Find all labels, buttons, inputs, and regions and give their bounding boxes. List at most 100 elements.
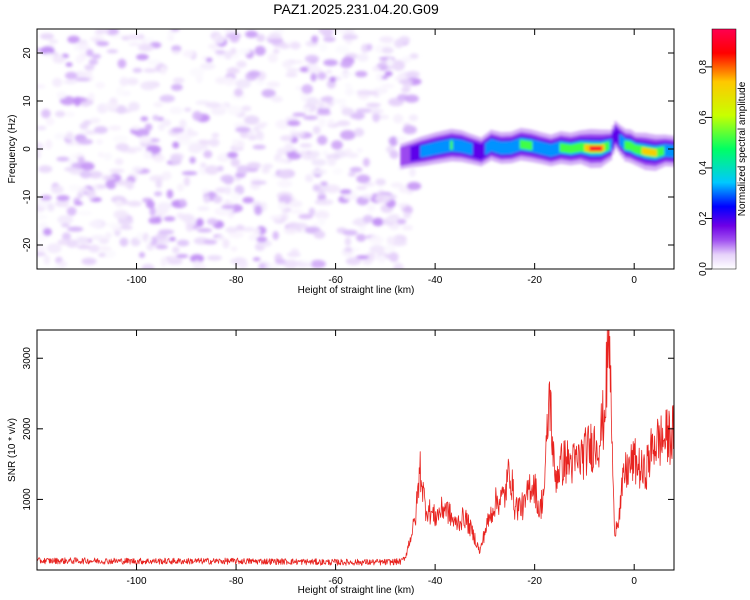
noise-blob: [77, 156, 85, 164]
noise-blob: [254, 205, 263, 216]
noise-blob: [66, 239, 79, 248]
noise-blob: [254, 45, 266, 56]
noise-blob: [65, 71, 78, 80]
signal-band: [634, 144, 637, 154]
noise-blob: [230, 47, 237, 56]
colorbar-tick-label: 0.2: [698, 211, 709, 225]
noise-blob: [236, 60, 247, 68]
noise-blob: [96, 184, 107, 189]
noise-blob: [76, 236, 90, 245]
noise-blob: [309, 62, 319, 72]
noise-blob: [288, 200, 303, 208]
noise-blob: [275, 258, 286, 265]
signal-band: [472, 141, 476, 158]
noise-blob: [236, 165, 249, 175]
noise-blob: [127, 200, 142, 207]
noise-blob: [362, 157, 370, 167]
noise-blob: [67, 35, 81, 44]
noise-blob: [95, 29, 110, 34]
spectrogram-y-tick-label: 0: [22, 146, 33, 152]
snr-y-tick-label: 1000: [22, 488, 33, 511]
noise-blob: [303, 115, 319, 121]
noise-blob: [201, 188, 210, 194]
noise-blob: [368, 235, 384, 245]
noise-blob: [252, 126, 260, 132]
signal-band: [420, 145, 423, 158]
noise-blob: [207, 255, 222, 261]
snr-x-label: Height of straight line (km): [298, 585, 415, 596]
noise-blob: [402, 224, 414, 231]
noise-blob: [230, 246, 238, 252]
noise-blob: [115, 199, 123, 208]
noise-blob: [227, 211, 235, 219]
noise-blob: [162, 119, 172, 127]
noise-blob: [155, 244, 168, 250]
noise-blob: [290, 209, 304, 214]
noise-blob: [241, 226, 256, 232]
noise-blob: [115, 105, 127, 114]
noise-blob: [258, 263, 266, 269]
noise-blob: [268, 262, 279, 269]
noise-blob: [372, 217, 384, 227]
noise-blob: [69, 153, 84, 158]
noise-blob: [37, 84, 46, 89]
noise-blob: [325, 69, 333, 74]
noise-blob: [312, 184, 321, 192]
noise-blob: [197, 206, 210, 211]
noise-blob: [80, 101, 91, 107]
signal-band: [554, 142, 558, 156]
noise-blob: [147, 59, 162, 66]
signal-band: [614, 127, 618, 143]
noise-blob: [200, 62, 216, 70]
noise-blob: [134, 128, 150, 138]
signal-band: [504, 141, 508, 155]
signal-band: [527, 140, 530, 150]
signal-band: [514, 139, 518, 153]
signal-band: [641, 147, 645, 155]
noise-blob: [404, 94, 419, 103]
signal-band: [494, 140, 498, 153]
noise-blob: [248, 136, 258, 141]
noise-blob: [88, 170, 103, 179]
spectrogram-y-tick-label: 20: [22, 47, 33, 59]
noise-blob: [40, 33, 54, 40]
signal-band: [507, 141, 511, 155]
spectrogram-x-tick-label: -80: [229, 275, 244, 286]
noise-blob: [339, 189, 352, 195]
noise-blob: [403, 205, 413, 215]
noise-blob: [340, 130, 356, 140]
spectrogram-x-tick-label: -60: [328, 275, 343, 286]
noise-blob: [176, 132, 190, 142]
noise-blob: [237, 48, 251, 55]
noise-blob: [279, 43, 291, 50]
spectrogram-y-tick-label: -10: [22, 189, 33, 204]
noise-blob: [190, 254, 204, 263]
noise-blob: [331, 99, 347, 104]
noise-blob: [345, 87, 355, 96]
signal-band: [664, 144, 667, 157]
noise-blob: [213, 34, 226, 44]
noise-blob: [369, 245, 385, 254]
noise-blob: [290, 41, 301, 50]
noise-blob: [102, 175, 116, 180]
noise-blob: [200, 162, 207, 168]
noise-blob: [270, 95, 282, 101]
noise-blob: [252, 144, 266, 150]
signal-band: [666, 144, 670, 158]
snr-x-tick-label: 0: [631, 576, 637, 587]
noise-blob: [143, 68, 157, 73]
signal-band: [594, 146, 598, 151]
noise-blob: [126, 180, 134, 190]
noise-blob: [94, 126, 108, 134]
signal-band: [589, 146, 593, 151]
noise-blob: [54, 133, 66, 140]
noise-blob: [391, 240, 407, 247]
noise-blob: [355, 108, 372, 114]
noise-blob: [62, 232, 71, 241]
signal-band: [467, 142, 471, 155]
signal-band: [440, 140, 443, 154]
signal-band: [522, 140, 525, 150]
noise-blob: [277, 169, 291, 179]
noise-blob: [203, 195, 211, 204]
signal-band: [422, 144, 426, 157]
